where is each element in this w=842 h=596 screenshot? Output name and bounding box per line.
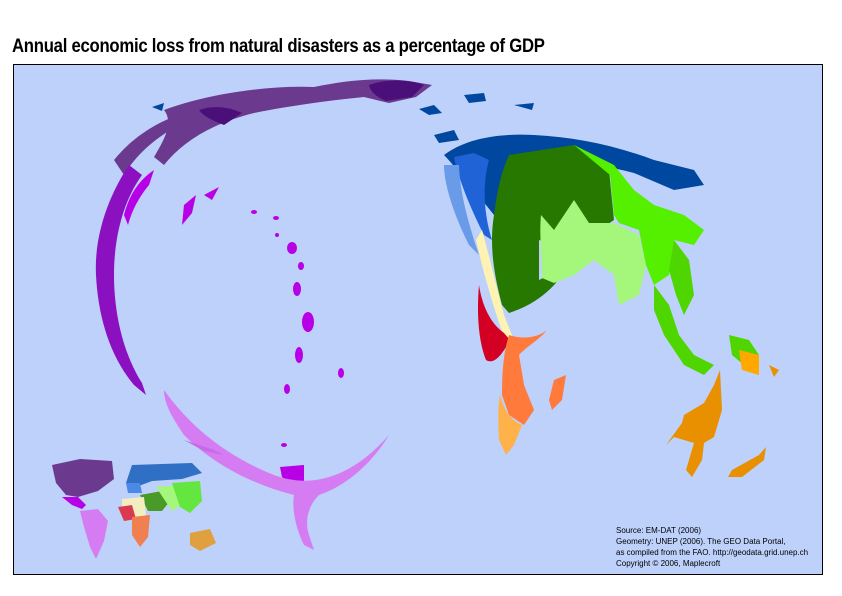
region-south-asia	[540, 200, 646, 305]
region-north-america	[114, 79, 442, 175]
region-africa	[476, 230, 566, 455]
map-title: Annual economic loss from natural disast…	[12, 36, 545, 57]
compiled-line: as compiled from the FAO. http://geodata…	[616, 548, 809, 557]
region-south-america	[164, 390, 389, 550]
copyright-line: Copyright © 2006, Maplecroft	[616, 559, 721, 568]
inset-world-map	[52, 459, 216, 559]
cartogram-map	[52, 79, 779, 559]
source-line: Source: EM-DAT (2006)	[616, 526, 702, 535]
source-credit: Source: EM-DAT (2006) Geometry: UNEP (20…	[616, 525, 808, 569]
geometry-line: Geometry: UNEP (2006). The GEO Data Port…	[616, 537, 786, 546]
region-central-america	[95, 165, 344, 483]
map-frame: Source: EM-DAT (2006) Geometry: UNEP (20…	[13, 64, 823, 575]
region-oceania	[666, 350, 779, 477]
